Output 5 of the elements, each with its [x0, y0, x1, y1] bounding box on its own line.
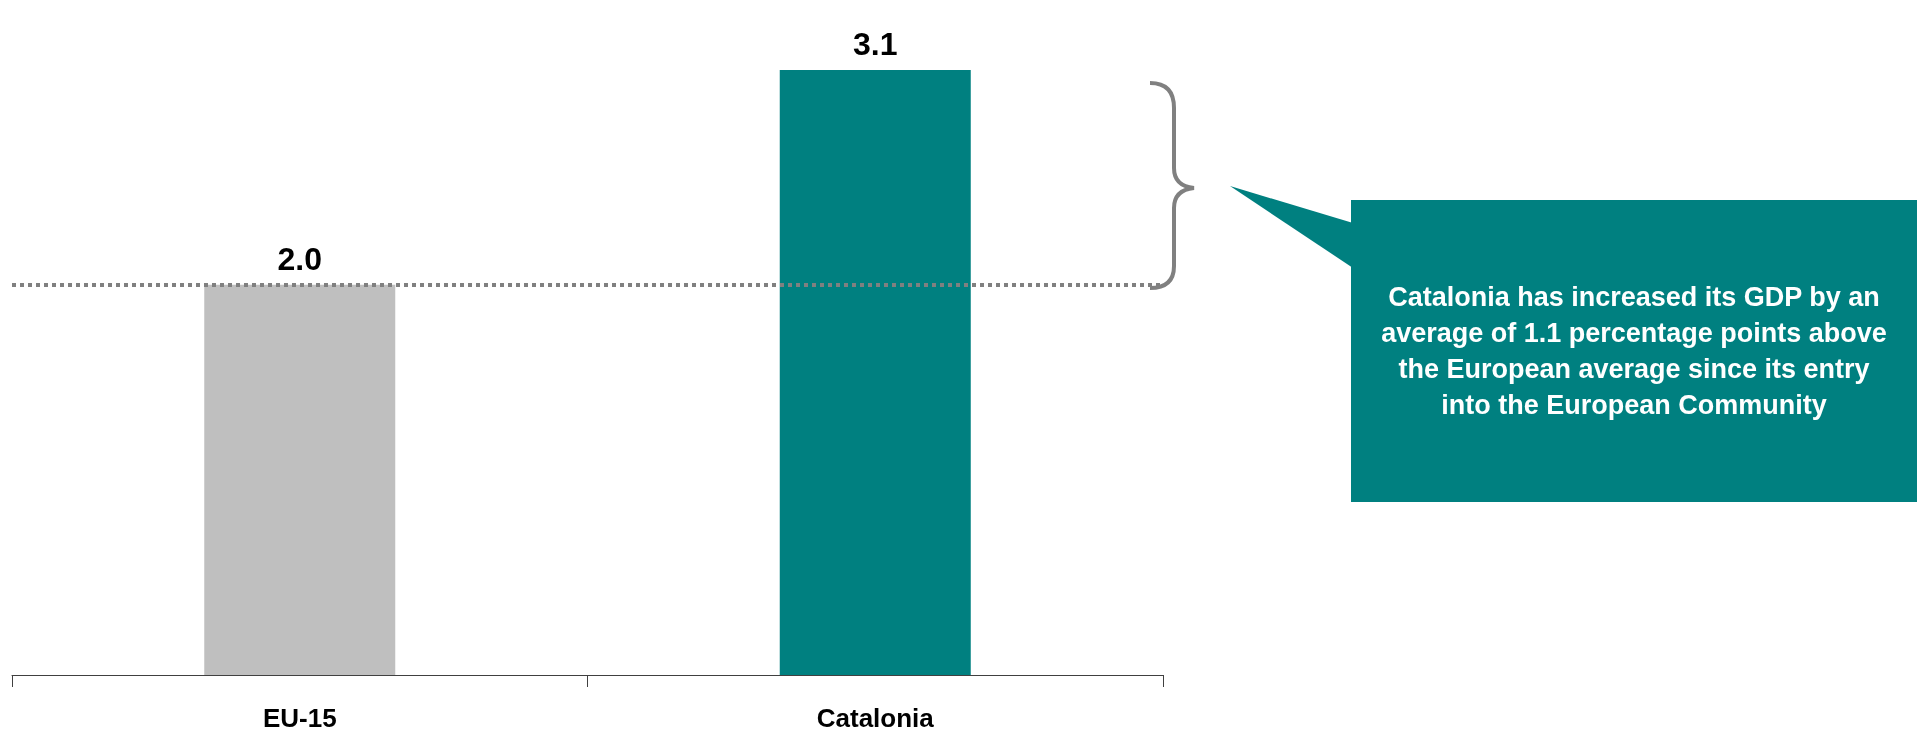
- text: Catalonia has increased its GDP by an average of 1.1 percentage points above the European average since its entry into the European Community: [1351, 200, 1917, 502]
- data-label: 2.0: [277, 240, 322, 277]
- x-tick-label: Catalonia: [816, 703, 935, 733]
- x-tick-label: EU-15: [262, 703, 337, 733]
- data-label: 3.1: [853, 26, 898, 62]
